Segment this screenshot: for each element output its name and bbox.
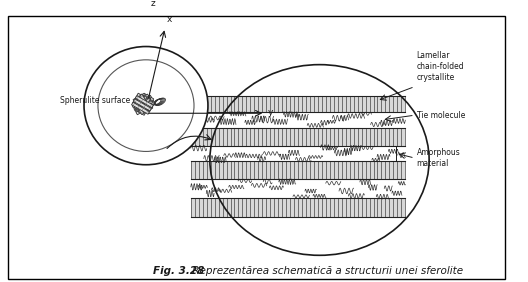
Polygon shape: [139, 95, 149, 111]
Polygon shape: [140, 94, 150, 111]
Polygon shape: [135, 96, 153, 109]
Polygon shape: [137, 96, 147, 110]
FancyBboxPatch shape: [8, 16, 505, 279]
Text: Lamellar
chain-folded
crystallite: Lamellar chain-folded crystallite: [417, 50, 464, 82]
Polygon shape: [133, 98, 144, 114]
Text: x: x: [167, 15, 172, 24]
Polygon shape: [133, 100, 151, 112]
Polygon shape: [191, 96, 406, 112]
Polygon shape: [138, 96, 150, 113]
Polygon shape: [191, 198, 406, 217]
Text: Fig. 3.28: Fig. 3.28: [153, 266, 204, 276]
Polygon shape: [135, 96, 153, 108]
Text: Reprezentărea schematică a structurii unei sferolite: Reprezentărea schematică a structurii un…: [189, 266, 463, 276]
Polygon shape: [136, 97, 146, 113]
Ellipse shape: [210, 65, 429, 255]
Polygon shape: [191, 161, 406, 179]
Polygon shape: [134, 99, 152, 111]
Text: y: y: [268, 108, 274, 117]
Polygon shape: [191, 127, 406, 146]
Polygon shape: [136, 96, 147, 113]
Text: Tie molecule: Tie molecule: [417, 111, 465, 120]
Text: z: z: [151, 0, 156, 8]
Polygon shape: [131, 102, 149, 114]
Polygon shape: [191, 112, 406, 127]
Polygon shape: [191, 179, 406, 198]
Polygon shape: [136, 101, 153, 111]
Text: Spherulite surface: Spherulite surface: [60, 96, 130, 105]
Polygon shape: [142, 97, 154, 115]
Polygon shape: [137, 93, 155, 105]
Polygon shape: [134, 94, 144, 108]
Polygon shape: [142, 93, 153, 109]
Polygon shape: [133, 94, 149, 105]
Text: Amorphous
material: Amorphous material: [417, 148, 460, 168]
Polygon shape: [135, 97, 150, 108]
Polygon shape: [132, 95, 152, 108]
Polygon shape: [140, 98, 150, 112]
Ellipse shape: [84, 47, 208, 165]
Polygon shape: [135, 94, 147, 111]
Polygon shape: [136, 102, 156, 115]
Polygon shape: [191, 146, 406, 161]
Polygon shape: [134, 98, 154, 111]
